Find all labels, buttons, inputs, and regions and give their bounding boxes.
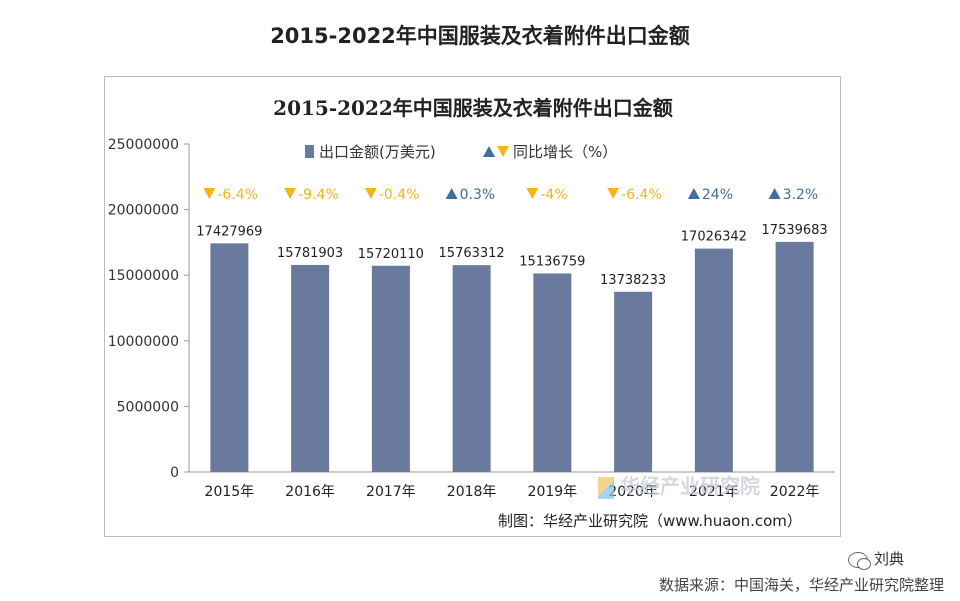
chart-frame: 2015-2022年中国服装及衣着附件出口金额出口金额(万美元) 同比增长（%） 0…	[104, 76, 841, 537]
chart-credit: 制图：华经产业研究院（www.huaon.com）	[498, 512, 802, 530]
bar-value-label: 15781903	[277, 246, 343, 261]
page-title: 2015-2022年中国服装及衣着附件出口金额	[270, 24, 690, 48]
growth-label: -0.4%	[379, 187, 420, 203]
growth-down-triangle-icon	[203, 188, 216, 199]
y-tick-label: 15000000	[108, 268, 179, 284]
bar-2021年	[694, 248, 733, 472]
x-tick-label: 2018年	[447, 484, 497, 500]
wechat-account-name: 刘典	[874, 550, 905, 568]
bar-2016年	[291, 264, 330, 472]
bar-value-label: 17427969	[196, 224, 262, 239]
bar-2018年	[452, 265, 491, 472]
x-tick-label: 2016年	[285, 484, 335, 500]
x-tick-label: 2019年	[528, 484, 578, 500]
bar-2020年	[614, 291, 653, 472]
legend-down-triangle-icon	[497, 146, 509, 157]
y-tick-label: 5000000	[117, 399, 179, 415]
bar-2015年	[210, 243, 249, 472]
growth-label: -6.4%	[621, 187, 662, 203]
x-tick-label: 2021年	[689, 484, 739, 500]
growth-label: 0.3%	[460, 187, 496, 203]
growth-down-triangle-icon	[607, 188, 620, 199]
growth-label: -9.4%	[298, 187, 339, 203]
growth-label: -4%	[540, 187, 567, 203]
bar-2022年	[775, 241, 814, 472]
growth-up-triangle-icon	[445, 188, 458, 199]
growth-up-triangle-icon	[687, 188, 700, 199]
wechat-account: 刘典	[848, 548, 905, 570]
x-tick-label: 2022年	[770, 484, 820, 500]
bar-value-label: 15763312	[439, 246, 505, 261]
bar-2017年	[371, 265, 410, 472]
bar-value-label: 17026342	[681, 230, 747, 245]
watermark-text: 华经产业研究院	[620, 474, 760, 498]
x-tick-label: 2020年	[608, 484, 658, 500]
growth-down-triangle-icon	[284, 188, 297, 199]
growth-label: 24%	[702, 187, 733, 203]
y-tick-label: 0	[170, 465, 179, 481]
growth-down-triangle-icon	[364, 188, 377, 199]
legend-up-triangle-icon	[483, 146, 495, 157]
y-tick-label: 20000000	[108, 203, 179, 219]
data-source: 数据来源：中国海关，华经产业研究院整理	[658, 576, 944, 594]
growth-up-triangle-icon	[768, 188, 781, 199]
y-tick-label: 10000000	[108, 334, 179, 350]
bar-value-label: 15136759	[519, 254, 585, 269]
x-tick-label: 2015年	[205, 484, 255, 500]
bar-value-label: 15720110	[358, 247, 424, 262]
legend-swatch-export	[305, 145, 314, 158]
wechat-icon	[848, 551, 871, 570]
bar-value-label: 13738233	[600, 273, 666, 288]
x-tick-label: 2017年	[366, 484, 416, 500]
watermark: 华经产业研究院	[598, 470, 828, 504]
watermark-logo-icon	[598, 476, 614, 499]
growth-label: -6.4%	[217, 187, 258, 203]
bar-2019年	[533, 273, 572, 472]
bar-value-label: 17539683	[762, 223, 828, 238]
y-tick-label: 25000000	[108, 137, 179, 153]
growth-down-triangle-icon	[526, 188, 539, 199]
legend-label-export: 出口金额(万美元)	[319, 143, 436, 161]
chart-title: 2015-2022年中国服装及衣着附件出口金额	[273, 96, 673, 120]
growth-label: 3.2%	[783, 187, 819, 203]
legend-label-growth: 同比增长（%）	[513, 143, 617, 161]
